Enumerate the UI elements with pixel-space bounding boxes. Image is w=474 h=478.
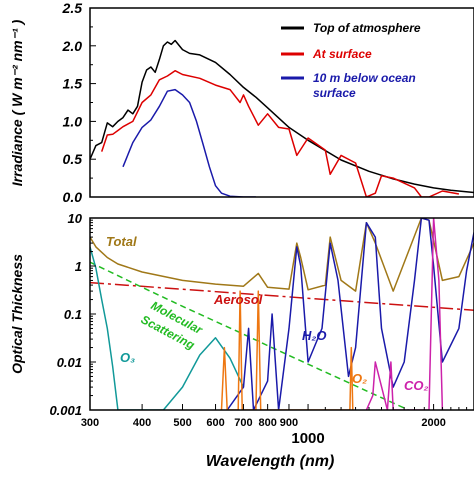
annotation-co2: CO₂ [404, 378, 429, 393]
wavelength-x-tick-label: 600 [206, 417, 224, 429]
optical-thickness-y-axis-label: Optical Thickness [9, 254, 25, 374]
annotation-total: Total [106, 234, 137, 249]
optical-line-total [90, 218, 474, 292]
legend-label-at-surface: At surface [312, 47, 372, 61]
annotation-o2: O₂ [352, 371, 367, 386]
annotation-o3: O₃ [120, 350, 135, 365]
irradiance-y-tick-label: 1.5 [63, 76, 83, 92]
wavelength-x-tick-label: 300 [81, 417, 99, 429]
x-axis-label: Wavelength (nm) [206, 453, 335, 470]
optical-y-tick-label: 0.001 [49, 403, 82, 418]
optical-y-tick-label: 0.1 [64, 307, 82, 322]
irradiance-line-10-m-below-ocean-surface [122, 88, 256, 197]
irradiance-y-tick-label: 2.0 [62, 38, 83, 54]
irradiance-y-tick-label: 0.0 [63, 189, 83, 205]
optical-line-co2 [365, 218, 444, 410]
irradiance-y-tick-label: 0.5 [63, 151, 83, 167]
annotation-aerosol: Aerosol [213, 292, 263, 307]
optical-line-o3 [90, 246, 245, 410]
irradiance-panel: 0.0 0.5 1.0 1.5 2.0 2.5 Irradiance ( W m⁻² nm… [9, 0, 474, 205]
legend-label-top-of-atmosphere: Top of atmosphere [313, 21, 421, 35]
irradiance-y-tick-label: 2.5 [62, 0, 83, 16]
optical-thickness-series-group [90, 218, 474, 410]
wavelength-x-tick-label: 500 [173, 417, 191, 429]
irradiance-y-axis-label: Irradiance ( W m⁻² nm⁻¹ ) [9, 19, 25, 186]
optical-line-molecular-scattering [90, 261, 411, 410]
annotation-h2o: H₂O [302, 328, 326, 343]
irradiance-y-ticks: 0.0 0.5 1.0 1.5 2.0 2.5 [62, 0, 96, 205]
wavelength-x-tick-label: 1000 [291, 430, 324, 447]
optical-line-aerosol [90, 281, 474, 311]
wavelength-x-tick-label: 800 [258, 417, 276, 429]
wavelength-x-tick-label: 700 [234, 417, 252, 429]
optical-line-h2o [226, 218, 474, 410]
optical-y-tick-label: 1 [75, 259, 82, 274]
irradiance-legend: Top of atmosphere At surface 10 m below oc… [281, 21, 421, 100]
optical-y-tick-label: 0.01 [57, 355, 82, 370]
irradiance-series-group [90, 39, 474, 197]
optical-thickness-y-ticks: 0.001 0.01 0.1 1 10 [49, 211, 96, 418]
legend-label-10-m-below-ocean-surface: 10 m below ocean surface [313, 71, 416, 100]
optical-y-tick-label: 10 [68, 211, 83, 226]
irradiance-line-at-surface [100, 69, 460, 197]
wavelength-x-tick-label: 400 [133, 417, 151, 429]
optical-line-o2 [220, 290, 354, 410]
irradiance-y-tick-label: 1.0 [63, 113, 83, 129]
wavelength-x-tick-label: 2000 [421, 417, 445, 429]
wavelength-x-tick-label: 900 [280, 417, 298, 429]
irradiance-line-top-of-atmosphere [90, 39, 474, 194]
